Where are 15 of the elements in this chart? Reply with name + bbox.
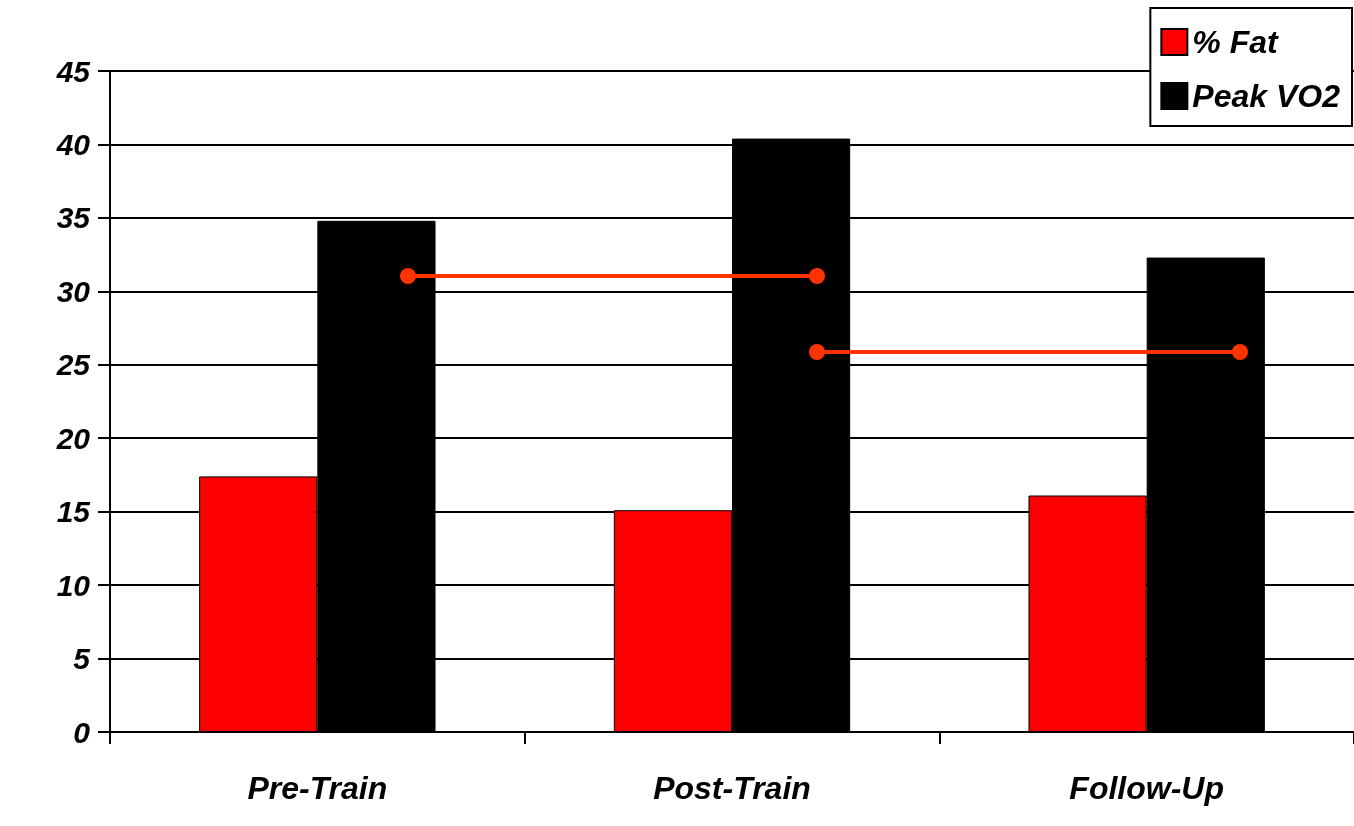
- y-tick-label: 35: [56, 201, 92, 235]
- x-tick-label: Post-Train: [653, 770, 811, 806]
- y-tick-label: 45: [55, 54, 92, 88]
- legend-label: Peak VO2: [1192, 78, 1341, 114]
- y-tick-label: 5: [73, 642, 92, 676]
- x-tick-label: Pre-Train: [247, 770, 388, 806]
- y-tick-label: 0: [73, 715, 91, 749]
- y-tick-label: 40: [55, 127, 91, 161]
- y-tick-label: 10: [56, 568, 91, 602]
- y-tick-label: 20: [55, 421, 91, 455]
- y-tick-label: 25: [55, 348, 92, 382]
- legend-label: % Fat: [1192, 24, 1280, 60]
- y-tick-label: 30: [56, 274, 91, 308]
- y-tick-label: 15: [56, 495, 92, 529]
- x-tick-label: Follow-Up: [1069, 770, 1224, 806]
